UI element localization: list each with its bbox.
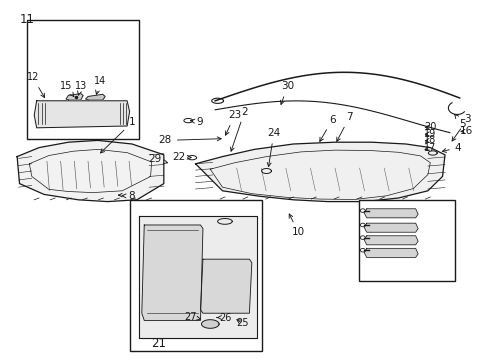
Text: 7: 7 [336, 112, 352, 141]
Text: 6: 6 [319, 114, 335, 141]
Text: 13: 13 [74, 81, 87, 95]
Polygon shape [85, 94, 105, 100]
Text: 12: 12 [26, 72, 44, 98]
Text: 4: 4 [442, 143, 461, 153]
Polygon shape [195, 142, 444, 202]
Text: 30: 30 [280, 81, 293, 104]
Polygon shape [364, 236, 417, 245]
Text: 15: 15 [60, 81, 74, 96]
Polygon shape [17, 140, 163, 202]
Polygon shape [142, 225, 203, 320]
Text: 20: 20 [423, 122, 436, 132]
Polygon shape [364, 248, 417, 257]
Text: 8: 8 [122, 191, 135, 201]
Text: 26: 26 [217, 312, 232, 323]
Text: 11: 11 [20, 13, 35, 26]
Text: 24: 24 [266, 128, 280, 167]
Text: 28: 28 [158, 135, 221, 145]
Polygon shape [66, 94, 83, 100]
Text: 1: 1 [101, 117, 135, 153]
Text: 19: 19 [423, 129, 436, 139]
Text: 14: 14 [94, 76, 106, 94]
Text: 9: 9 [190, 117, 203, 127]
Polygon shape [364, 209, 417, 218]
Text: 5: 5 [454, 114, 466, 129]
Polygon shape [200, 259, 251, 313]
Text: 17: 17 [423, 143, 436, 153]
Polygon shape [34, 101, 129, 128]
Polygon shape [364, 223, 417, 232]
Text: 29: 29 [147, 154, 167, 164]
Text: 18: 18 [423, 135, 436, 145]
Text: 23: 23 [225, 110, 241, 135]
Bar [27, 20, 139, 139]
Text: 10: 10 [288, 214, 304, 237]
Polygon shape [139, 216, 256, 338]
Text: 22: 22 [171, 152, 191, 162]
Bar [129, 200, 261, 351]
Text: 25: 25 [236, 318, 248, 328]
Bar [359, 200, 454, 281]
Text: 3: 3 [451, 114, 470, 141]
Text: 2: 2 [230, 107, 247, 151]
Polygon shape [202, 320, 218, 328]
Text: 16: 16 [459, 126, 472, 136]
Text: 27: 27 [184, 312, 200, 322]
Text: 21: 21 [151, 337, 166, 350]
